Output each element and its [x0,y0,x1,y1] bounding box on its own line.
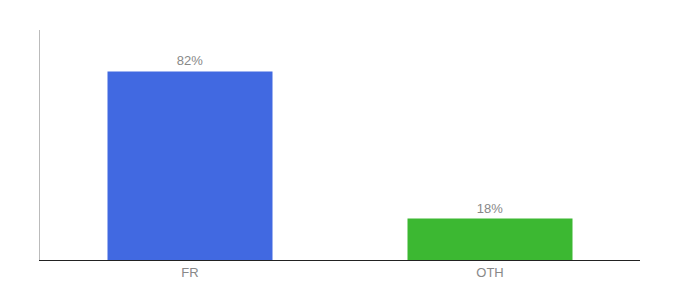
svg-text:82%: 82% [177,53,203,68]
svg-text:18%: 18% [477,201,503,216]
svg-text:OTH: OTH [476,265,503,280]
svg-text:FR: FR [181,265,198,280]
